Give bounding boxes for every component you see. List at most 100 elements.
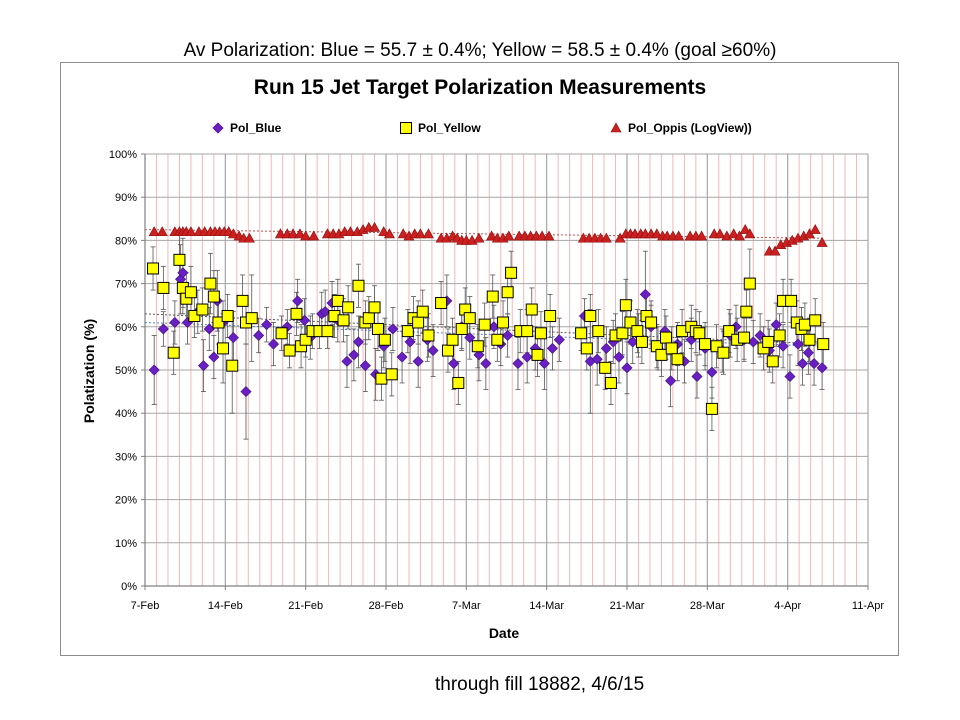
legend-label: Pol_Blue (230, 121, 282, 135)
pol-yellow-point (655, 348, 668, 361)
x-tick-label: 7-Mar (452, 600, 481, 612)
pol-yellow-point (809, 314, 822, 327)
pol-blue-point (512, 357, 524, 370)
pol-yellow-point (584, 310, 597, 322)
pol-oppis-point (294, 228, 306, 239)
pol-oppis-point (422, 228, 434, 239)
pol-yellow-point (352, 279, 365, 292)
pol-yellow-point (299, 333, 312, 346)
pol-oppis-point (300, 230, 312, 241)
pol-oppis-point (473, 232, 485, 243)
x-tick-label: 14-Mar (529, 600, 564, 612)
pol-blue-point (473, 349, 485, 361)
pol-blue-point (448, 357, 460, 370)
pol-oppis-point (816, 236, 828, 247)
y-tick-label: 60% (115, 322, 137, 334)
pol-yellow-point (337, 314, 350, 327)
pol-yellow-point (226, 359, 239, 372)
pol-blue-point (352, 336, 365, 348)
pol-yellow-point (491, 333, 504, 346)
legend-marker (212, 122, 224, 134)
pol-yellow-point (435, 297, 448, 310)
pol-blue-point (341, 355, 353, 367)
pol-yellow-point (217, 342, 230, 355)
pol-oppis-point (185, 226, 197, 237)
pol-blue-point (261, 319, 273, 331)
pol-yellow-point (785, 294, 798, 307)
pol-yellow-point (717, 346, 730, 359)
x-axis-title: Date (489, 625, 520, 641)
pol-yellow-point (803, 333, 816, 346)
pol-yellow-point (645, 316, 658, 329)
pol-yellow-point (616, 327, 629, 340)
pol-oppis-point (308, 230, 320, 241)
pol-yellow-point (531, 348, 544, 361)
x-tick-label: 21-Feb (288, 600, 323, 612)
pol-yellow-point (157, 281, 170, 294)
pol-yellow-point (290, 307, 303, 320)
pol-yellow-point (221, 310, 234, 322)
pol-blue-point (553, 334, 565, 346)
pol-blue-point (538, 357, 550, 370)
pol-yellow-point (378, 333, 391, 346)
x-tick-label: 28-Mar (690, 600, 725, 612)
pol-blue-point (427, 344, 439, 357)
pol-blue-point (197, 360, 210, 372)
legend-marker (400, 122, 412, 134)
pol-yellow-point (740, 305, 753, 318)
pol-oppis-point (287, 228, 299, 239)
y-tick-label: 80% (115, 235, 137, 247)
pol-blue-point (177, 267, 189, 279)
pol-blue-point (240, 386, 252, 398)
pol-yellow-point (455, 322, 468, 335)
pol-yellow-point (452, 376, 465, 389)
pol-yellow-point (321, 325, 334, 338)
pol-yellow-point (412, 316, 425, 329)
pol-oppis-point (744, 228, 756, 239)
pol-yellow-point (635, 335, 648, 348)
y-tick-label: 50% (115, 365, 137, 377)
pol-oppis-point (536, 230, 548, 241)
pol-oppis-point (733, 230, 745, 241)
pol-yellow-point (580, 342, 593, 355)
pol-yellow-point (422, 329, 435, 342)
pol-blue-point (639, 288, 651, 300)
x-tick-label: 7-Feb (131, 600, 160, 612)
pol-blue-point (816, 362, 828, 374)
pol-yellow-point (401, 325, 414, 338)
pol-blue-point (665, 375, 677, 387)
pol-yellow-point (371, 322, 384, 335)
pol-oppis-point (383, 228, 395, 239)
y-tick-label: 10% (115, 538, 137, 550)
pol-oppis-point (543, 230, 555, 241)
pol-yellow-point (245, 312, 258, 325)
pol-blue-point (253, 329, 265, 342)
pol-blue-point (227, 332, 239, 344)
pol-blue-point (797, 357, 809, 370)
pol-oppis-point (156, 226, 168, 237)
pol-oppis-point (414, 228, 426, 239)
pol-blue-point (613, 351, 625, 363)
pol-yellow-point (441, 344, 454, 357)
pol-blue-point (404, 336, 416, 348)
pol-yellow-point (147, 262, 160, 275)
pol-yellow-point (204, 277, 217, 290)
pol-yellow-point (446, 333, 459, 346)
pol-yellow-point (665, 342, 678, 355)
pol-yellow-point (525, 303, 538, 316)
pol-oppis-point (503, 230, 515, 241)
pol-blue-point (157, 323, 169, 335)
pol-oppis-point (274, 228, 286, 239)
pol-yellow-point (521, 325, 534, 338)
pol-yellow-point (766, 355, 779, 368)
pol-blue-point (396, 351, 408, 363)
pol-blue-point (777, 340, 789, 352)
y-tick-label: 100% (109, 149, 137, 161)
pol-yellow-point (331, 294, 344, 307)
pol-yellow-point (723, 325, 736, 338)
pol-oppis-point (696, 230, 708, 241)
x-tick-label: 28-Feb (369, 600, 404, 612)
pol-yellow-point (773, 329, 786, 342)
pol-blue-point (412, 355, 424, 367)
pol-blue-point (359, 360, 371, 372)
